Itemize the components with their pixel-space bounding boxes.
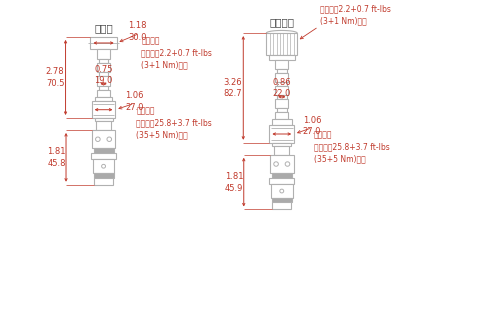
Bar [266,33,297,55]
Bar [270,155,293,173]
Bar [272,173,292,178]
Bar [93,159,115,173]
Text: 安装扭矩2.2+0.7 ft-lbs
(3+1 Nm)最大: 安装扭矩2.2+0.7 ft-lbs (3+1 Nm)最大 [320,4,391,25]
Text: 对边宽度
安装扭矩25.8+3.7 ft-lbs
(35+5 Nm)最大: 对边宽度 安装扭矩25.8+3.7 ft-lbs (35+5 Nm)最大 [314,131,390,163]
Text: 1.81
45.8: 1.81 45.8 [47,147,66,168]
Bar [92,101,116,118]
Text: 3.26
82.7: 3.26 82.7 [224,78,242,98]
Bar [97,121,111,130]
Bar [272,198,292,203]
Bar [98,49,110,58]
Bar [92,130,115,148]
Bar [98,76,110,86]
Bar [95,118,113,121]
Bar [277,82,287,86]
Bar [94,173,114,178]
Text: 对边宽度
安装扭矩2.2+0.7 ft-lbs
(3+1 Nm)最大: 对边宽度 安装扭矩2.2+0.7 ft-lbs (3+1 Nm)最大 [141,37,212,69]
Bar [272,203,291,210]
Bar [272,143,291,146]
Bar [277,108,287,112]
Text: 轻载型: 轻载型 [94,23,113,34]
Bar [91,153,116,159]
Text: 1.06
27.0: 1.06 27.0 [125,91,143,112]
Text: 对边宽度
安装扭矩25.8+3.7 ft-lbs
(35+5 Nm)最大: 对边宽度 安装扭矩25.8+3.7 ft-lbs (35+5 Nm)最大 [136,107,212,139]
Bar [277,69,287,73]
Bar [99,86,109,90]
Text: 2.78
70.5: 2.78 70.5 [46,67,65,88]
Bar [275,60,288,69]
Text: 0.86
22.0: 0.86 22.0 [272,78,291,98]
Bar [275,112,288,119]
Bar [270,125,294,143]
Bar [275,73,288,82]
Bar [99,58,109,63]
Text: 1.81
45.9: 1.81 45.9 [225,172,243,192]
Bar [271,184,293,198]
Text: 1.18
30.0: 1.18 30.0 [129,21,147,42]
Bar [98,63,110,72]
Bar [94,178,113,185]
Text: 高性能型: 高性能型 [269,17,294,27]
Bar [275,99,288,108]
Bar [94,148,114,153]
Text: 1.06
27.0: 1.06 27.0 [303,115,321,137]
Bar [269,55,295,60]
Text: 0.75
19.0: 0.75 19.0 [94,64,113,85]
Bar [99,72,109,76]
Bar [270,178,294,184]
Bar [95,97,112,101]
Bar [274,146,289,155]
Bar [272,119,292,125]
Bar [98,90,110,97]
Bar [90,37,117,49]
Bar [275,86,288,95]
Bar [277,95,287,99]
